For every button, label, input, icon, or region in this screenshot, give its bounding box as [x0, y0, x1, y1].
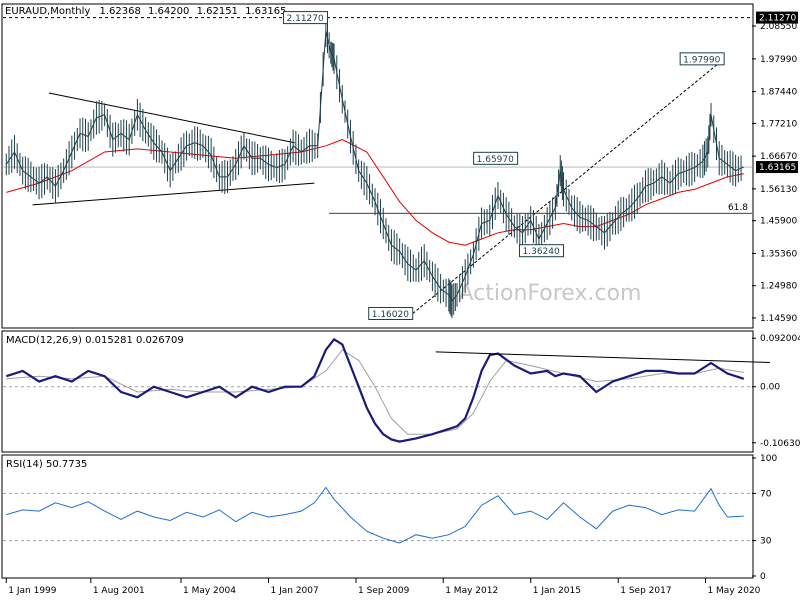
price-annotation-label: 1.97990: [683, 55, 720, 65]
price-tick-label: 1.35360: [760, 249, 797, 259]
price-line: [5, 30, 745, 303]
rsi-tick-label: 30: [760, 537, 772, 547]
time-tick-label: 1 May 2020: [707, 586, 760, 596]
macd-signal-line: [6, 349, 744, 435]
price-tick-label: 1.45900: [760, 217, 797, 227]
price-annotation-label: 1.36240: [523, 247, 560, 257]
price-trendline: [32, 182, 315, 206]
high-level-label: 2.11270: [759, 14, 796, 24]
price-trendline: [412, 58, 725, 314]
price-trendline: [48, 92, 295, 144]
price-annotation-label: 2.11270: [287, 14, 324, 24]
price-tick-label: 1.87440: [760, 88, 797, 98]
price-tick-label: 1.56130: [760, 185, 797, 195]
price-panel: [1, 3, 754, 329]
price-header: EURAUD,Monthly 1.62368 1.64200 1.62151 1…: [5, 6, 286, 17]
time-tick-label: 1 Aug 2001: [93, 586, 145, 596]
price-tick-label: 1.24980: [760, 282, 797, 292]
current-price-tag: [756, 161, 798, 174]
price-annotation-label: 1.16020: [372, 310, 409, 320]
symbol-label: EURAUD: [5, 6, 47, 17]
price-axis-ticks: 2.08550 1.97990 1.87440 1.77210 1.66670 1.561…: [752, 22, 797, 324]
time-axis: 1 Jan 1999 1 Aug 2001 1 May 2004 1 Jan 2007…: [5, 578, 761, 596]
ohlc-low: 1.62151: [197, 6, 238, 17]
price-overlays: 2.11270 61.8 1.63165: [3, 11, 798, 314]
price-annotation-box: [368, 307, 414, 321]
price-tick-label: 1.14590: [760, 314, 797, 324]
rsi-tick-label: 100: [760, 454, 777, 464]
time-tick-label: 1 Sep 2017: [620, 586, 671, 596]
rsi-line: [6, 486, 744, 544]
macd-tick-label: 0.00: [760, 383, 780, 393]
macd-tick-label: 0.092004: [760, 334, 800, 344]
price-annotations: 2.11270 1.97990 1.65970 1.36240 1.16020: [283, 11, 725, 321]
ohlc-open: 1.62368: [99, 6, 140, 17]
rsi-series: 100 70 30 0: [3, 454, 777, 582]
ohlc-high: 1.64200: [148, 6, 189, 17]
timeframe-label: Monthly: [50, 6, 90, 17]
price-tick-label: 2.08550: [760, 22, 797, 32]
fib-618-label: 61.8: [728, 203, 748, 213]
watermark-text: ActionForex.com: [459, 281, 642, 306]
ohlc-close: 1.63165: [245, 6, 286, 17]
time-tick-label: 1 Jan 2015: [533, 586, 581, 596]
time-tick-label: 1 Sep 2009: [358, 586, 410, 596]
current-price-label: 1.63165: [759, 163, 796, 173]
macd-line: [5, 337, 745, 443]
price-tick-label: 1.77210: [760, 119, 797, 129]
price-tick-label: 1.97990: [760, 55, 797, 65]
time-tick-label: 1 May 2012: [445, 586, 498, 596]
macd-series: 0.092004 0.00 -0.106308: [3, 334, 800, 449]
rsi-tick-label: 70: [760, 489, 772, 499]
price-tick-label: 1.66670: [760, 152, 797, 162]
rsi-tick-label: 0: [760, 572, 766, 582]
high-level-tag: [756, 11, 798, 24]
time-tick-label: 1 Jan 2007: [271, 586, 319, 596]
price-series: [5, 14, 745, 318]
time-tick-label: 1 Jan 1999: [8, 586, 56, 596]
macd-tick-label: -0.106308: [760, 439, 800, 449]
price-annotation-box: [283, 11, 329, 25]
price-annotation-label: 1.65970: [477, 155, 514, 165]
macd-trendline: [435, 351, 771, 363]
time-tick-label: 1 May 2004: [183, 586, 236, 596]
price-annotation-box: [679, 52, 725, 66]
price-annotation-box: [519, 244, 565, 258]
rsi-label: RSI(14) 50.7735: [6, 459, 87, 470]
macd-label: MACD(12,26,9) 0.015281 0.026709: [6, 335, 184, 346]
price-annotation-box: [473, 151, 519, 165]
